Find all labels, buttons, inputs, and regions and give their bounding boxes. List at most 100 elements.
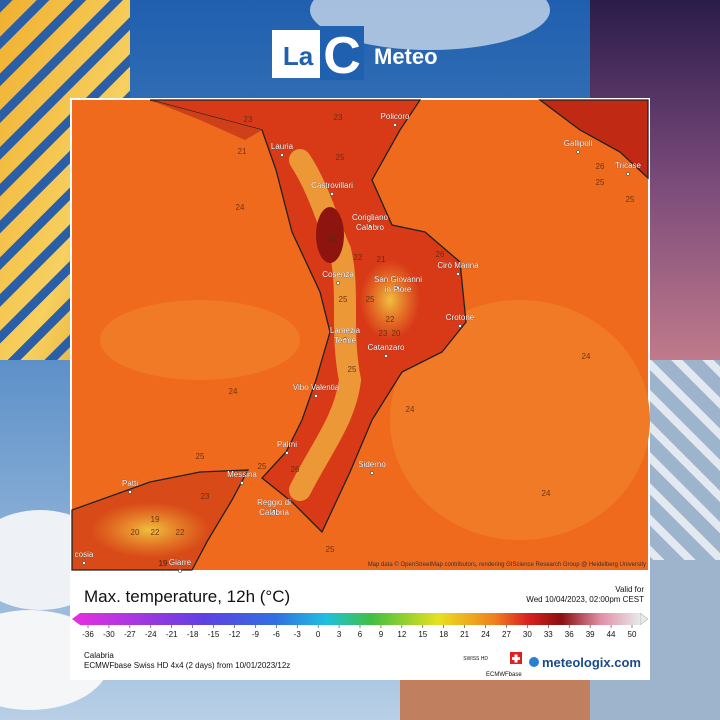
place-label: Patti	[122, 479, 138, 488]
scale-tick-label: 0	[316, 630, 321, 639]
place-label: Palmi	[277, 440, 297, 449]
place-label: Cirò Marina	[437, 261, 479, 270]
place-label: Vibo Valentia	[293, 383, 340, 392]
place-dot	[384, 354, 388, 358]
scale-tick-label: -3	[294, 630, 302, 639]
scale-tick-label: -36	[82, 630, 94, 639]
place-label: Messina	[227, 470, 257, 479]
scale-tick-label: 21	[460, 630, 469, 639]
basilicata	[150, 100, 262, 140]
place-dot	[314, 394, 318, 398]
brand-icon	[529, 657, 539, 667]
temperature-label: 21	[377, 255, 386, 264]
scale-tick-label: 15	[418, 630, 427, 639]
place-dot	[240, 481, 244, 485]
scale-tick-label: 39	[586, 630, 595, 639]
scale-tick-label: 18	[439, 630, 448, 639]
scale-tick-label: -21	[166, 630, 178, 639]
temperature-label: 25	[348, 365, 357, 374]
temperature-label: 25	[339, 295, 348, 304]
place-dot	[272, 509, 276, 513]
scale-tick-label: 24	[481, 630, 490, 639]
temperature-label: 25	[596, 178, 605, 187]
scale-tick-label: 3	[337, 630, 342, 639]
attribution: Map data © OpenStreetMap contributors, r…	[368, 561, 646, 568]
colorbar	[80, 613, 640, 625]
temperature-label: 25	[366, 295, 375, 304]
badge-bottom: ECMWFbase	[486, 672, 522, 678]
temperature-label: 25	[626, 195, 635, 204]
legend-title: Max. temperature, 12h (°C)	[84, 587, 290, 606]
logo-mark-box	[320, 26, 364, 80]
swiss-cross	[512, 654, 520, 663]
sea-zone	[100, 300, 300, 380]
place-label: in Fiore	[385, 285, 412, 294]
temperature-label: 25	[196, 452, 205, 461]
place-dot	[576, 150, 580, 154]
place-dot	[285, 451, 289, 455]
temperature-label: 21	[238, 147, 247, 156]
place-label: Giarre	[169, 558, 192, 567]
valid-label: Valid for	[615, 585, 644, 594]
temperature-label: 24	[542, 489, 551, 498]
place-label: Cosenza	[322, 270, 354, 279]
scale-tick-label: 12	[397, 630, 406, 639]
temperature-label: 20	[392, 329, 401, 338]
temperature-label: 26	[436, 250, 445, 259]
place-dot	[370, 471, 374, 475]
temperature-label: 19	[151, 515, 160, 524]
place-label: Gallipoli	[564, 139, 593, 148]
scale-tick-label: 27	[502, 630, 511, 639]
place-dot	[626, 172, 630, 176]
place-dot	[280, 153, 284, 157]
region: Calabria	[84, 651, 114, 660]
place-label: San Giovanni	[374, 275, 422, 284]
temperature-label: 24	[406, 405, 415, 414]
valid-time: Wed 10/04/2023, 02:00pm CEST	[526, 595, 644, 604]
place-dot	[393, 123, 397, 127]
place-label: Terme	[334, 336, 357, 345]
temperature-label: 23	[201, 492, 210, 501]
place-dot	[458, 324, 462, 328]
place-label: Lamezia	[330, 326, 361, 335]
temperature-label: 23	[379, 329, 388, 338]
place-label: Policoro	[381, 112, 410, 121]
logo-right: Meteo	[374, 44, 438, 69]
brand: meteologix.com	[542, 655, 641, 670]
scale-tick-label: -18	[187, 630, 199, 639]
temperature-label: 26	[291, 465, 300, 474]
place-label: Reggio di	[257, 498, 291, 507]
sunset-strip	[400, 680, 590, 720]
temperatures: 23 23 21 25 24 32 22 21 25 25 23 20 22 24 24 25 24 25 25 26…	[131, 113, 635, 568]
place-label: Corigliano	[352, 213, 389, 222]
temperature-label: 20	[131, 528, 140, 537]
place-dot	[343, 337, 347, 341]
place-label: Castrovillari	[311, 181, 353, 190]
temperature-label: 23	[334, 113, 343, 122]
temperature-label: 22	[176, 528, 185, 537]
scale-tick-label: -15	[208, 630, 220, 639]
place-dot	[178, 569, 182, 573]
scale-tick-label: 33	[544, 630, 553, 639]
temperature-label: 22	[354, 253, 363, 262]
temperature-label: 24	[229, 387, 238, 396]
place-label: Calabro	[356, 223, 385, 232]
scale-arrow	[72, 613, 80, 625]
temperature-label: 25	[258, 462, 267, 471]
temperature-label: 23	[244, 115, 253, 124]
scale-tick-label: -30	[103, 630, 115, 639]
scale-ticks: -36 -30 -27 -24 -21 -18 -15 -12 -9 -6 -3 0 3 6 9 12 15 18…	[82, 625, 637, 639]
logo-box	[272, 30, 328, 78]
temperature-label: 25	[326, 545, 335, 554]
place-label: Lauria	[271, 142, 294, 151]
places: Policoro Lauria Castrovillari CoriglianoCal…	[74, 112, 642, 573]
temperature-label: 26	[596, 162, 605, 171]
scale-tick-label: -27	[124, 630, 136, 639]
place-dot	[128, 490, 132, 494]
place-dot	[396, 286, 400, 290]
temperature-label: 24	[236, 203, 245, 212]
place-dot	[330, 192, 334, 196]
temperature-label: 25	[336, 153, 345, 162]
